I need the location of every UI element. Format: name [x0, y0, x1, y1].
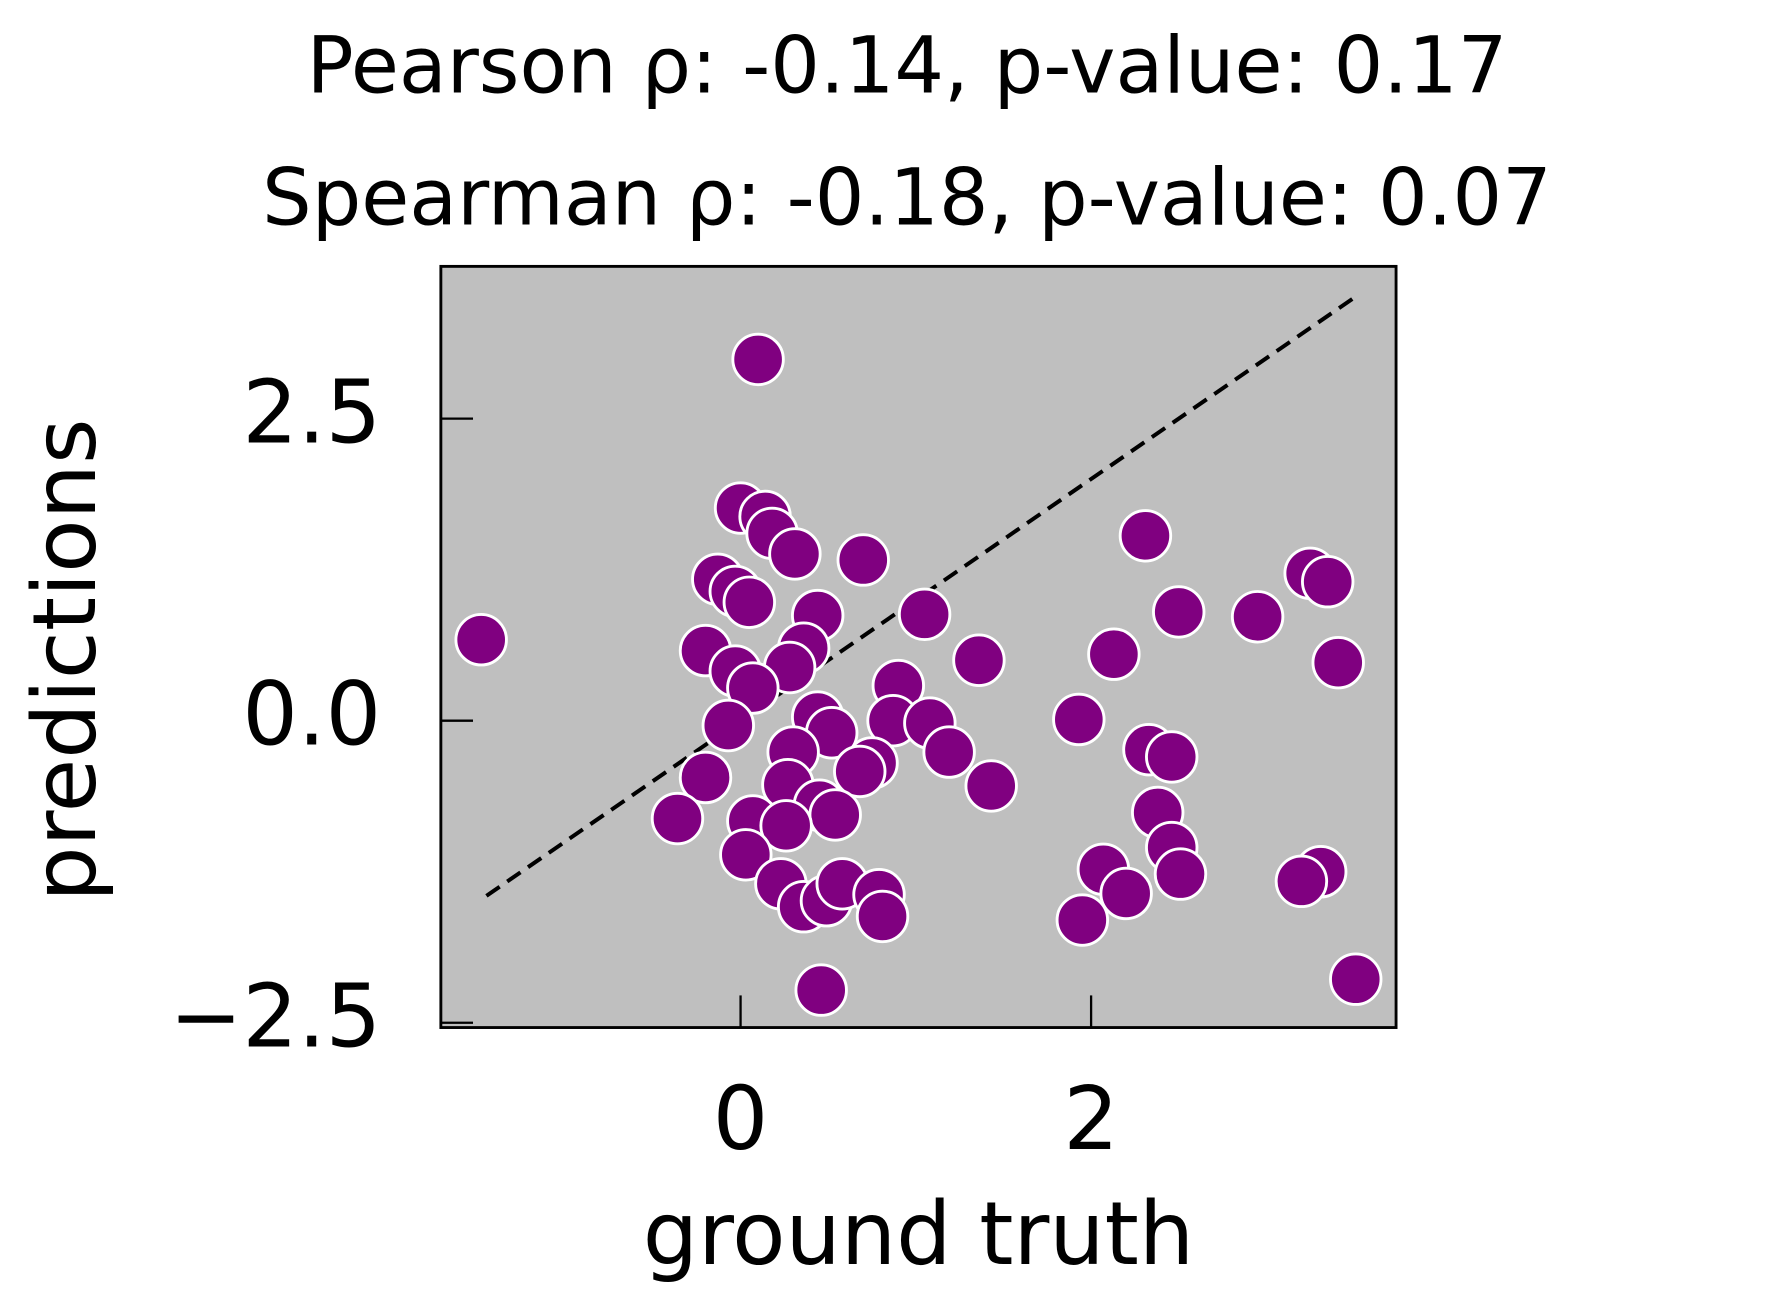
point	[922, 725, 976, 779]
x-tick-label: 2	[1063, 1068, 1119, 1170]
point	[1055, 893, 1110, 947]
x-tick-label: 0	[713, 1068, 769, 1170]
point	[808, 788, 862, 842]
point	[1145, 730, 1199, 784]
y-axis-label: predictions	[14, 419, 116, 902]
point	[768, 527, 822, 581]
point	[454, 613, 508, 667]
chart-title: Spearman ρ: -0.18, p-value: 0.07	[262, 154, 1552, 244]
point	[1152, 585, 1206, 639]
point	[794, 963, 848, 1017]
point	[1301, 555, 1355, 609]
chart-title: Pearson ρ: -0.14, p-value: 0.17	[307, 22, 1508, 112]
point	[833, 744, 887, 799]
point	[1329, 952, 1383, 1006]
plot-frame	[439, 264, 1398, 1029]
point	[731, 332, 785, 387]
point	[836, 533, 890, 587]
point	[759, 799, 813, 853]
point	[678, 750, 733, 805]
point	[1087, 627, 1141, 681]
point	[964, 759, 1018, 813]
point	[650, 791, 705, 846]
point	[719, 828, 773, 882]
point	[1230, 590, 1285, 644]
point	[897, 587, 952, 642]
point	[1274, 854, 1329, 909]
y-tick-label: 0.0	[242, 664, 381, 766]
plot-background	[440, 266, 1397, 1028]
point	[952, 633, 1006, 687]
point	[1311, 635, 1365, 690]
point	[1153, 847, 1208, 901]
point	[722, 575, 777, 629]
point	[1099, 866, 1153, 921]
y-tick-label: −2.5	[169, 966, 381, 1068]
x-axis-label: ground truth	[643, 1183, 1194, 1285]
point	[701, 698, 755, 753]
point	[1052, 692, 1106, 747]
y-tick-label: 2.5	[242, 362, 381, 464]
point	[1118, 509, 1173, 563]
point	[726, 661, 780, 715]
point	[855, 889, 910, 944]
